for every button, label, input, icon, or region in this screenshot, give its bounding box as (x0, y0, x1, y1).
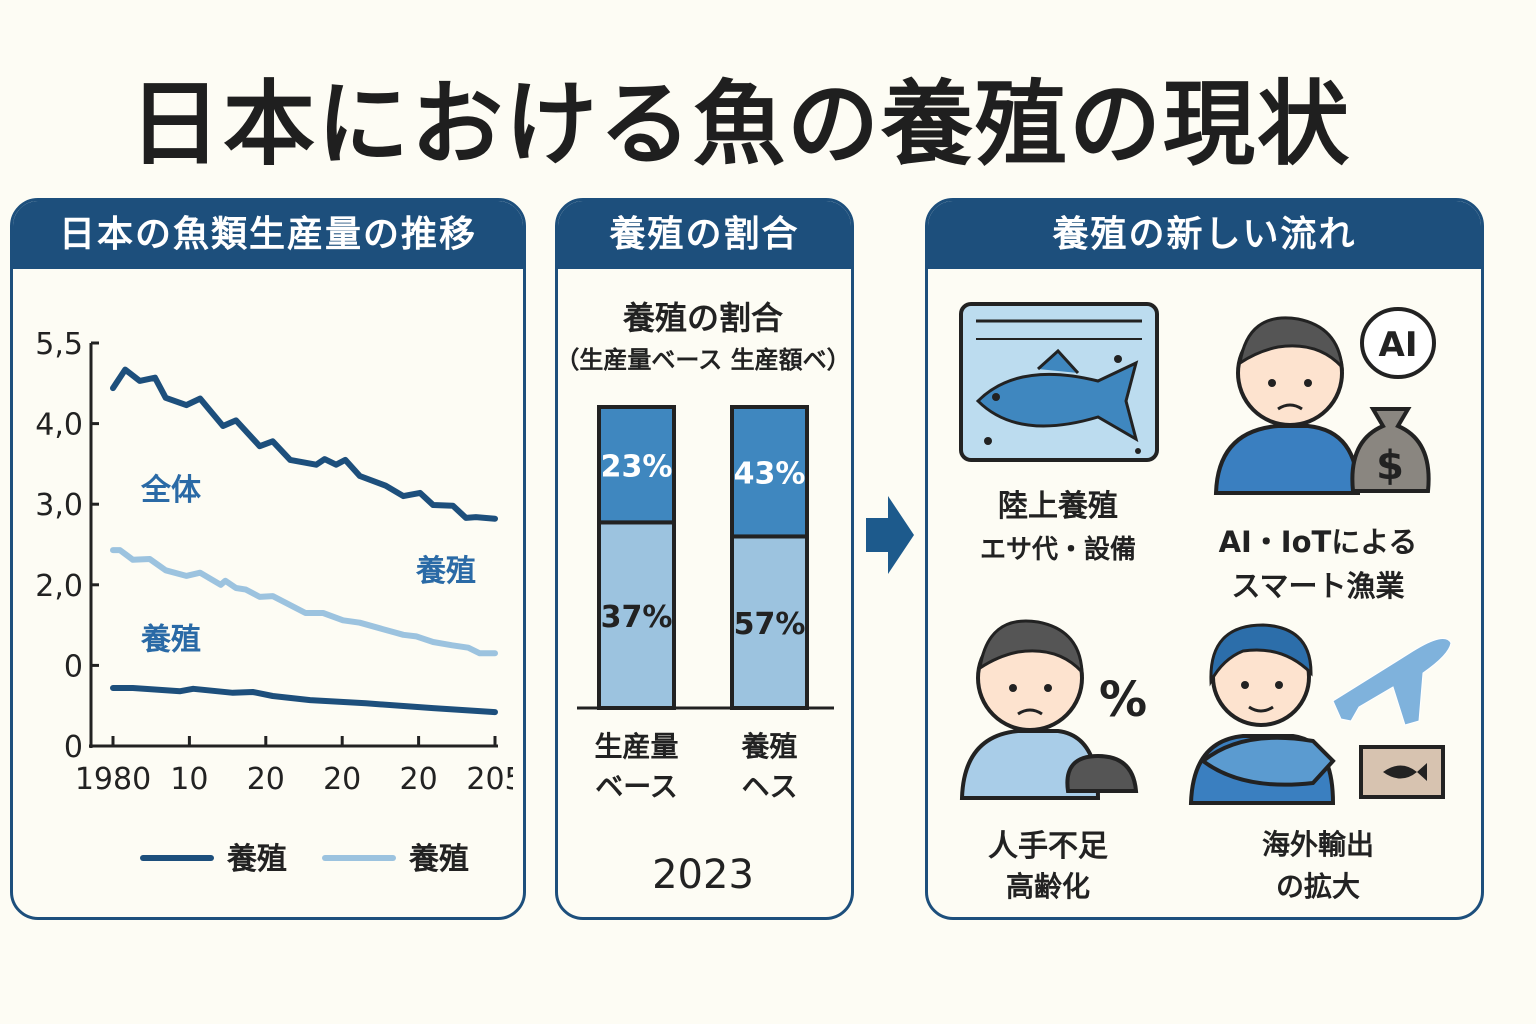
legend-label: 養殖 (408, 842, 469, 877)
y-tick-label: 0 (64, 730, 83, 765)
x-tick-label: 20 (323, 762, 361, 797)
trend-1-title: 陸上養殖 (998, 489, 1118, 524)
category-label: ベース (595, 770, 678, 803)
ratio-panel: 養殖の割合 養殖の割合 （生産量ベース 生産額ベ） 23% 37% 生産量ベース 43% 5… (555, 198, 854, 920)
y-tick-label: 2,0 (35, 569, 83, 604)
trend-3-title: 人手不足 (988, 829, 1108, 864)
trend-2-subtitle: スマート漁業 (1231, 569, 1405, 603)
annotation-total: 全体 (140, 473, 202, 508)
ratio-panel-header: 養殖の割合 (558, 201, 851, 269)
trend-1-subtitle: エサ代・設備 (979, 535, 1136, 565)
person-fish-airplane-icon (1188, 623, 1452, 805)
fish-tank-icon (959, 302, 1159, 462)
category-label: 生産量 (594, 730, 678, 763)
line-chart: 002,03,04,05,5198010202020205全体養殖養殖養殖養殖 (35, 327, 513, 877)
bar-label-bottom: 37% (601, 600, 673, 635)
series-line-total (110, 366, 498, 522)
trend-2-title: AI・IoTによる (1218, 525, 1418, 559)
x-tick-label: 20 (247, 762, 285, 797)
ai-label: AI (1379, 325, 1418, 365)
x-tick-label: 1980 (75, 762, 151, 797)
y-tick-label: 0 (64, 649, 83, 684)
y-tick-label: 5,5 (35, 327, 83, 362)
x-axis-label: 2023 (652, 852, 754, 898)
bar-segment-top (597, 405, 676, 525)
bar-chart: 養殖の割合 （生産量ベース 生産額ベ） 23% 37% 生産量ベース 43% 57% 養殖ヘス… (558, 299, 851, 898)
annotation-aquaculture: 養殖 (415, 554, 476, 589)
trend-4-title: 海外輸出 (1261, 828, 1374, 861)
worried-person-percent-icon: % (959, 619, 1147, 800)
legend-label: 養殖 (226, 842, 287, 877)
bar-chart-title: 養殖の割合 (623, 299, 783, 337)
x-tick-label: 20 (400, 762, 438, 797)
new-trends-panel: 養殖の新しい流れ 陸上養殖 エサ代・設備 AI $ AI・IoTによる スマート… (925, 198, 1484, 920)
new-trends-panel-header: 養殖の新しい流れ (928, 201, 1481, 269)
bar-label-top: 43% (734, 457, 806, 492)
x-tick-label: 10 (170, 762, 208, 797)
y-tick-label: 3,0 (35, 488, 83, 523)
worried-person-ai-icon: AI $ (1213, 307, 1436, 495)
series-line-bottom (110, 685, 498, 716)
trend-3-subtitle: 高齢化 (1005, 870, 1090, 903)
x-tick-label: 205 (466, 762, 513, 797)
bar-segment-top (730, 405, 809, 539)
page-title: 日本における魚の養殖の現状 (128, 71, 1351, 178)
category-label: 養殖 (740, 730, 797, 763)
bar-chart-subtitle: （生産量ベース 生産額ベ） (558, 346, 851, 374)
arrow-right-icon (866, 496, 914, 574)
trend-4-subtitle: の拡大 (1275, 870, 1360, 903)
trend-panel: 日本の魚類生産量の推移 0 0 2,0 3,0 4,0 5,5 1980 10 20 20 20 20… (10, 198, 526, 920)
dollar-label: $ (1376, 443, 1404, 489)
series-line-light (110, 547, 498, 657)
bar-label-bottom: 57% (734, 607, 806, 642)
bar-label-top: 23% (601, 450, 673, 485)
percent-label: % (1099, 672, 1147, 728)
annotation-aquaculture: 養殖 (140, 622, 201, 657)
y-tick-label: 4,0 (35, 408, 83, 443)
trend-panel-header: 日本の魚類生産量の推移 (13, 201, 523, 269)
category-label: ヘス (741, 770, 797, 803)
